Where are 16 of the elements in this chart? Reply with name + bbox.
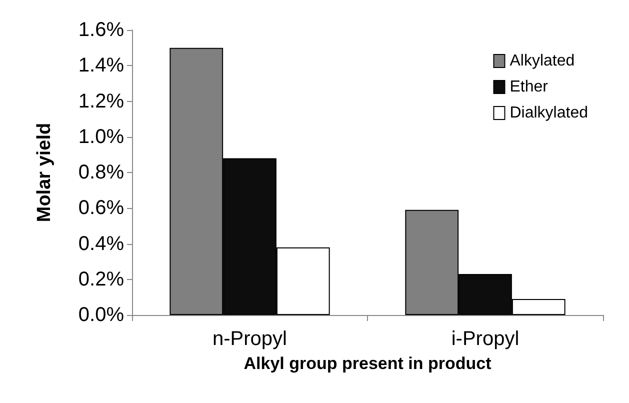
x-tick-label: n-Propyl	[212, 328, 287, 350]
legend-label: Alkylated	[510, 52, 575, 70]
y-tick-label: 1.0%	[78, 126, 124, 148]
x-tick-label: i-Propyl	[451, 328, 520, 350]
y-tick-label: 1.2%	[78, 90, 124, 112]
legend-label: Dialkylated	[510, 104, 588, 122]
y-tick-label: 1.4%	[78, 54, 124, 77]
y-tick-label: 0.6%	[78, 197, 124, 220]
y-axis-title: Molar yield	[34, 122, 55, 222]
y-tick-label: 1.6%	[78, 19, 124, 41]
x-axis-title: Alkyl group present in product	[244, 354, 492, 373]
y-tick-label: 0.0%	[78, 304, 124, 326]
legend-label: Ether	[510, 78, 549, 96]
y-tick-label: 0.4%	[78, 232, 124, 255]
y-tick-label: 0.8%	[78, 162, 124, 184]
y-tick-label: 0.2%	[78, 268, 124, 290]
